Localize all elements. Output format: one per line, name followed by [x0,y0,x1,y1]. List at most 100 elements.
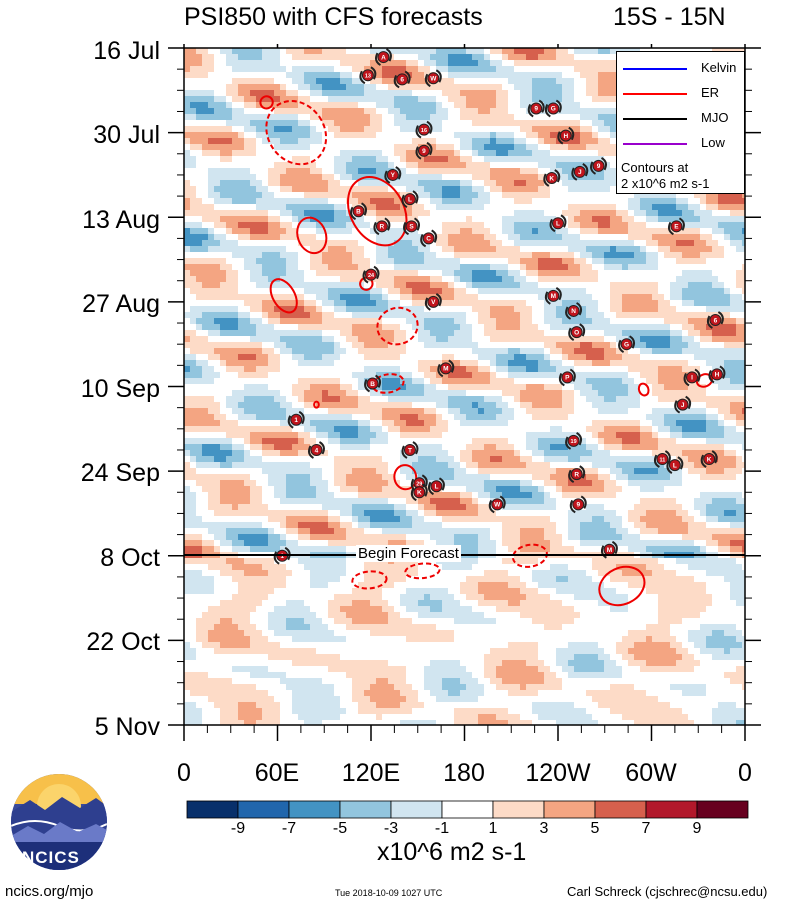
field-cell [232,120,238,126]
field-cell [184,102,190,108]
field-cell [478,420,484,426]
field-cell [526,192,532,198]
field-cell [562,228,568,234]
field-cell [418,84,424,90]
field-cell [190,306,196,312]
field-cell [436,414,442,420]
field-cell [292,318,298,324]
field-cell [508,72,514,78]
field-cell [304,54,310,60]
field-cell [394,330,400,336]
field-cell [214,306,220,312]
field-cell [448,318,454,324]
field-cell [694,426,700,432]
field-cell [598,114,604,120]
field-cell [502,438,508,444]
field-cell [244,318,250,324]
field-cell [520,306,526,312]
field-cell [730,426,736,432]
field-cell [196,114,202,120]
field-cell [730,378,736,384]
field-cell [298,384,304,390]
field-cell [580,114,586,120]
field-cell [454,264,460,270]
field-cell [280,330,286,336]
field-cell [496,276,502,282]
field-cell [238,246,244,252]
field-cell [220,114,226,120]
field-cell [340,420,346,426]
field-cell [196,138,202,144]
field-cell [316,468,322,474]
field-cell [472,204,478,210]
field-cell [358,264,364,270]
field-cell [460,48,466,54]
field-cell [460,456,466,462]
field-cell [508,168,514,174]
field-cell [688,426,694,432]
field-cell [376,168,382,174]
field-cell [712,402,718,408]
field-cell [394,204,400,210]
field-cell [550,372,556,378]
field-cell [532,84,538,90]
field-cell [328,204,334,210]
field-cell [640,432,646,438]
field-cell [232,444,238,450]
field-cell [442,222,448,228]
field-cell [574,210,580,216]
field-cell [502,270,508,276]
field-cell [676,294,682,300]
field-cell [514,318,520,324]
field-cell [232,84,238,90]
field-cell [340,174,346,180]
field-cell [490,282,496,288]
field-cell [370,114,376,120]
field-cell [226,168,232,174]
field-cell [520,468,526,474]
field-cell [466,144,472,150]
field-cell [538,264,544,270]
field-cell [604,114,610,120]
field-cell [592,312,598,318]
field-cell [454,396,460,402]
field-cell [292,186,298,192]
field-cell [340,390,346,396]
field-cell [382,90,388,96]
field-cell [322,288,328,294]
field-cell [232,48,238,54]
field-cell [418,204,424,210]
field-cell [490,420,496,426]
field-cell [292,48,298,54]
field-cell [652,342,658,348]
field-cell [604,360,610,366]
field-cell [490,276,496,282]
field-cell [388,252,394,258]
field-cell [322,378,328,384]
field-cell [394,408,400,414]
field-cell [622,240,628,246]
field-cell [256,438,262,444]
field-cell [430,252,436,258]
field-cell [670,342,676,348]
field-cell [592,204,598,210]
field-cell [334,54,340,60]
field-cell [358,426,364,432]
field-cell [208,402,214,408]
field-cell [610,330,616,336]
field-cell [208,378,214,384]
field-cell [394,228,400,234]
field-cell [496,168,502,174]
field-cell [538,384,544,390]
field-cell [484,246,490,252]
field-cell [364,312,370,318]
field-cell [496,186,502,192]
field-cell [550,90,556,96]
field-cell [706,432,712,438]
field-cell [442,396,448,402]
field-cell [604,120,610,126]
field-cell [334,114,340,120]
field-cell [706,276,712,282]
field-cell [532,132,538,138]
field-cell [352,330,358,336]
